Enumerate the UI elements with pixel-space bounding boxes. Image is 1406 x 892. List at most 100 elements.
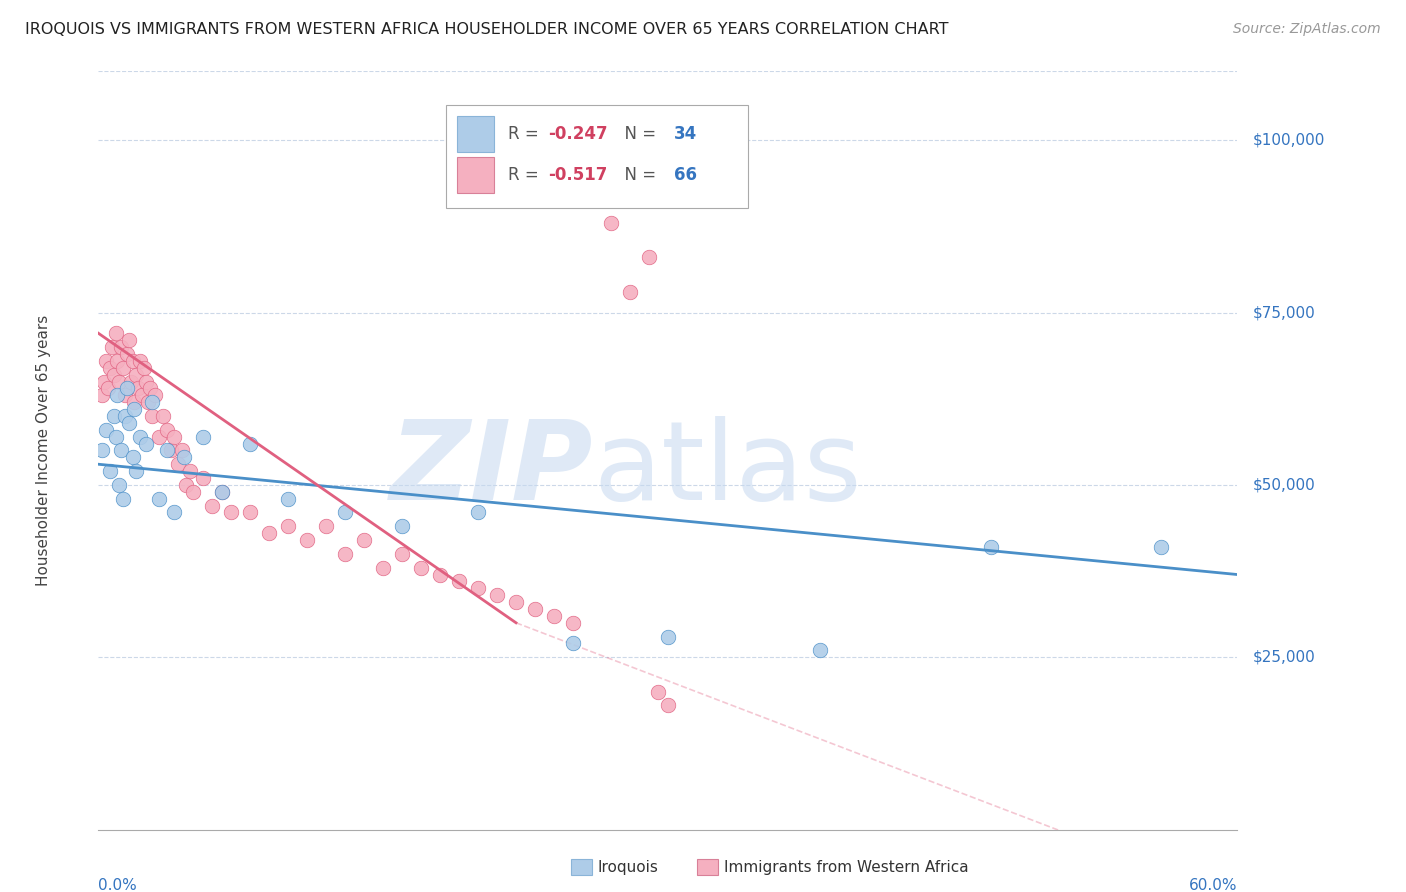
Point (97, 381, 120, 395)
Point (179, 464, 201, 478)
Point (115, 347, 138, 361)
Point (163, 430, 186, 444)
Point (167, 457, 190, 471)
Point (619, 285, 641, 299)
Bar (697, 859, 718, 875)
Text: atlas: atlas (593, 416, 862, 523)
Point (104, 326, 127, 341)
Point (221, 506, 243, 520)
Text: N =: N = (614, 166, 662, 185)
Point (1150, 540, 1173, 554)
Point (183, 484, 205, 499)
Point (114, 409, 136, 423)
Point (353, 533, 375, 547)
Point (121, 354, 143, 368)
Point (239, 436, 262, 450)
Point (159, 443, 181, 458)
Point (391, 519, 413, 533)
Text: R =: R = (509, 125, 544, 144)
Text: 0.0%: 0.0% (98, 878, 138, 892)
Point (148, 491, 170, 506)
Point (467, 582, 489, 596)
Point (562, 615, 585, 630)
Point (297, 533, 319, 547)
Point (94, 354, 117, 368)
Point (486, 588, 509, 602)
Point (638, 251, 661, 265)
Point (411, 560, 433, 574)
Point (100, 340, 122, 354)
Point (108, 375, 131, 389)
Text: 60.0%: 60.0% (1189, 878, 1237, 892)
Point (581, 181, 603, 195)
FancyBboxPatch shape (457, 116, 494, 153)
Point (103, 368, 125, 382)
Point (543, 608, 565, 623)
Point (98, 360, 121, 375)
Point (191, 471, 214, 485)
Point (371, 560, 394, 574)
Point (136, 395, 159, 409)
Point (127, 381, 149, 395)
Point (141, 395, 163, 409)
Point (114, 388, 136, 402)
Point (120, 375, 142, 389)
Text: $100,000: $100,000 (1253, 133, 1324, 148)
Text: 34: 34 (673, 125, 697, 144)
Point (124, 402, 146, 417)
Point (129, 354, 152, 368)
Point (173, 450, 195, 465)
Point (132, 360, 155, 375)
Point (600, 216, 623, 230)
Point (505, 595, 527, 609)
Point (277, 519, 299, 533)
Point (138, 381, 160, 395)
Point (125, 368, 148, 382)
FancyBboxPatch shape (457, 157, 494, 194)
Text: N =: N = (614, 125, 662, 144)
Point (135, 375, 157, 389)
Point (156, 443, 179, 458)
Point (979, 540, 1001, 554)
Point (112, 491, 135, 506)
Point (118, 333, 141, 347)
Point (429, 567, 451, 582)
Point (163, 506, 186, 520)
Point (107, 354, 129, 368)
Point (335, 547, 357, 561)
Text: Source: ZipAtlas.com: Source: ZipAtlas.com (1233, 22, 1381, 37)
Text: IROQUOIS VS IMMIGRANTS FROM WESTERN AFRICA HOUSEHOLDER INCOME OVER 65 YEARS CORR: IROQUOIS VS IMMIGRANTS FROM WESTERN AFRI… (25, 22, 949, 37)
Point (156, 423, 179, 437)
Point (174, 478, 197, 492)
Point (145, 388, 167, 402)
Point (191, 430, 214, 444)
Point (148, 430, 170, 444)
Point (103, 409, 125, 423)
Text: Iroquois: Iroquois (598, 860, 658, 874)
Point (110, 340, 132, 354)
Point (239, 506, 262, 520)
Bar (571, 859, 592, 875)
Point (93, 375, 115, 389)
Text: $25,000: $25,000 (1253, 649, 1315, 665)
Point (125, 464, 148, 478)
Point (91, 388, 114, 402)
Text: 66: 66 (673, 166, 696, 185)
Point (94, 423, 117, 437)
Point (277, 491, 299, 506)
Point (112, 360, 135, 375)
Point (201, 499, 224, 513)
Text: -0.517: -0.517 (548, 166, 607, 185)
Text: R =: R = (509, 166, 544, 185)
Point (121, 450, 143, 465)
Point (524, 602, 547, 616)
Text: Immigrants from Western Africa: Immigrants from Western Africa (724, 860, 969, 874)
Point (104, 430, 127, 444)
Point (91, 443, 114, 458)
Point (211, 484, 233, 499)
Point (135, 436, 157, 450)
Point (152, 409, 174, 423)
Text: $50,000: $50,000 (1253, 477, 1315, 492)
Point (108, 478, 131, 492)
Point (391, 547, 413, 561)
